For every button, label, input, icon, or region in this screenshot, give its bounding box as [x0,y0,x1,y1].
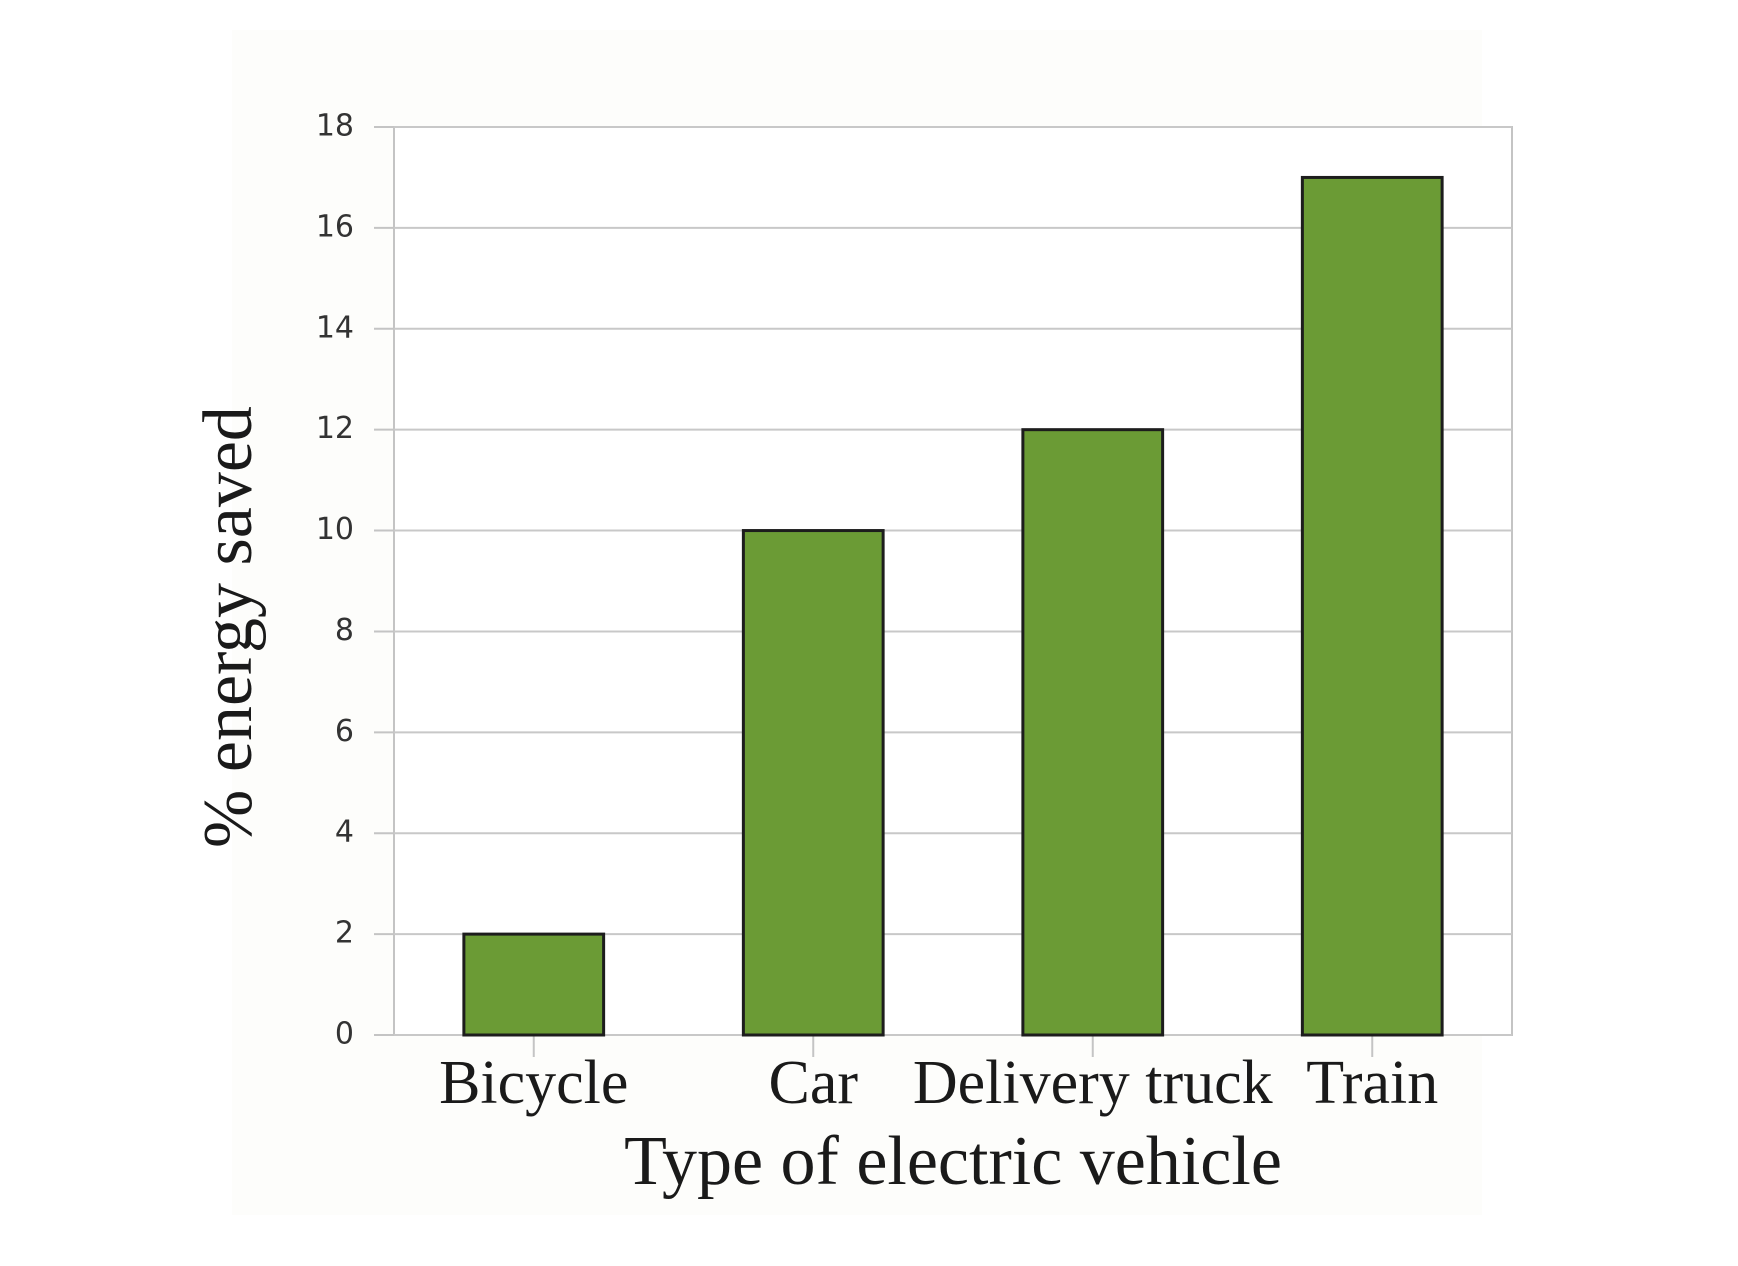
y-tick-label: 12 [316,411,354,446]
y-tick-label: 6 [335,714,354,749]
x-tick-label: Train [1306,1049,1438,1117]
x-tick-label: Delivery truck [913,1049,1273,1117]
y-tick-label: 0 [335,1017,354,1052]
y-tick-label: 4 [335,815,354,850]
x-tick-label: Bicycle [439,1049,628,1117]
y-axis-title: % energy saved [190,406,267,848]
bar [462,932,606,1037]
y-tick-label: 16 [316,209,354,244]
y-tick-label: 2 [335,916,354,951]
bar [741,529,885,1037]
y-tick-label: 8 [335,613,354,648]
y-tick-label: 10 [316,512,354,547]
x-tick-label: Car [768,1049,858,1117]
y-tick-label: 14 [316,310,354,345]
y-tick-label: 18 [316,109,354,144]
x-axis-title: Type of electric vehicle [624,1123,1282,1200]
bar [1021,428,1165,1037]
bar [1300,175,1444,1037]
